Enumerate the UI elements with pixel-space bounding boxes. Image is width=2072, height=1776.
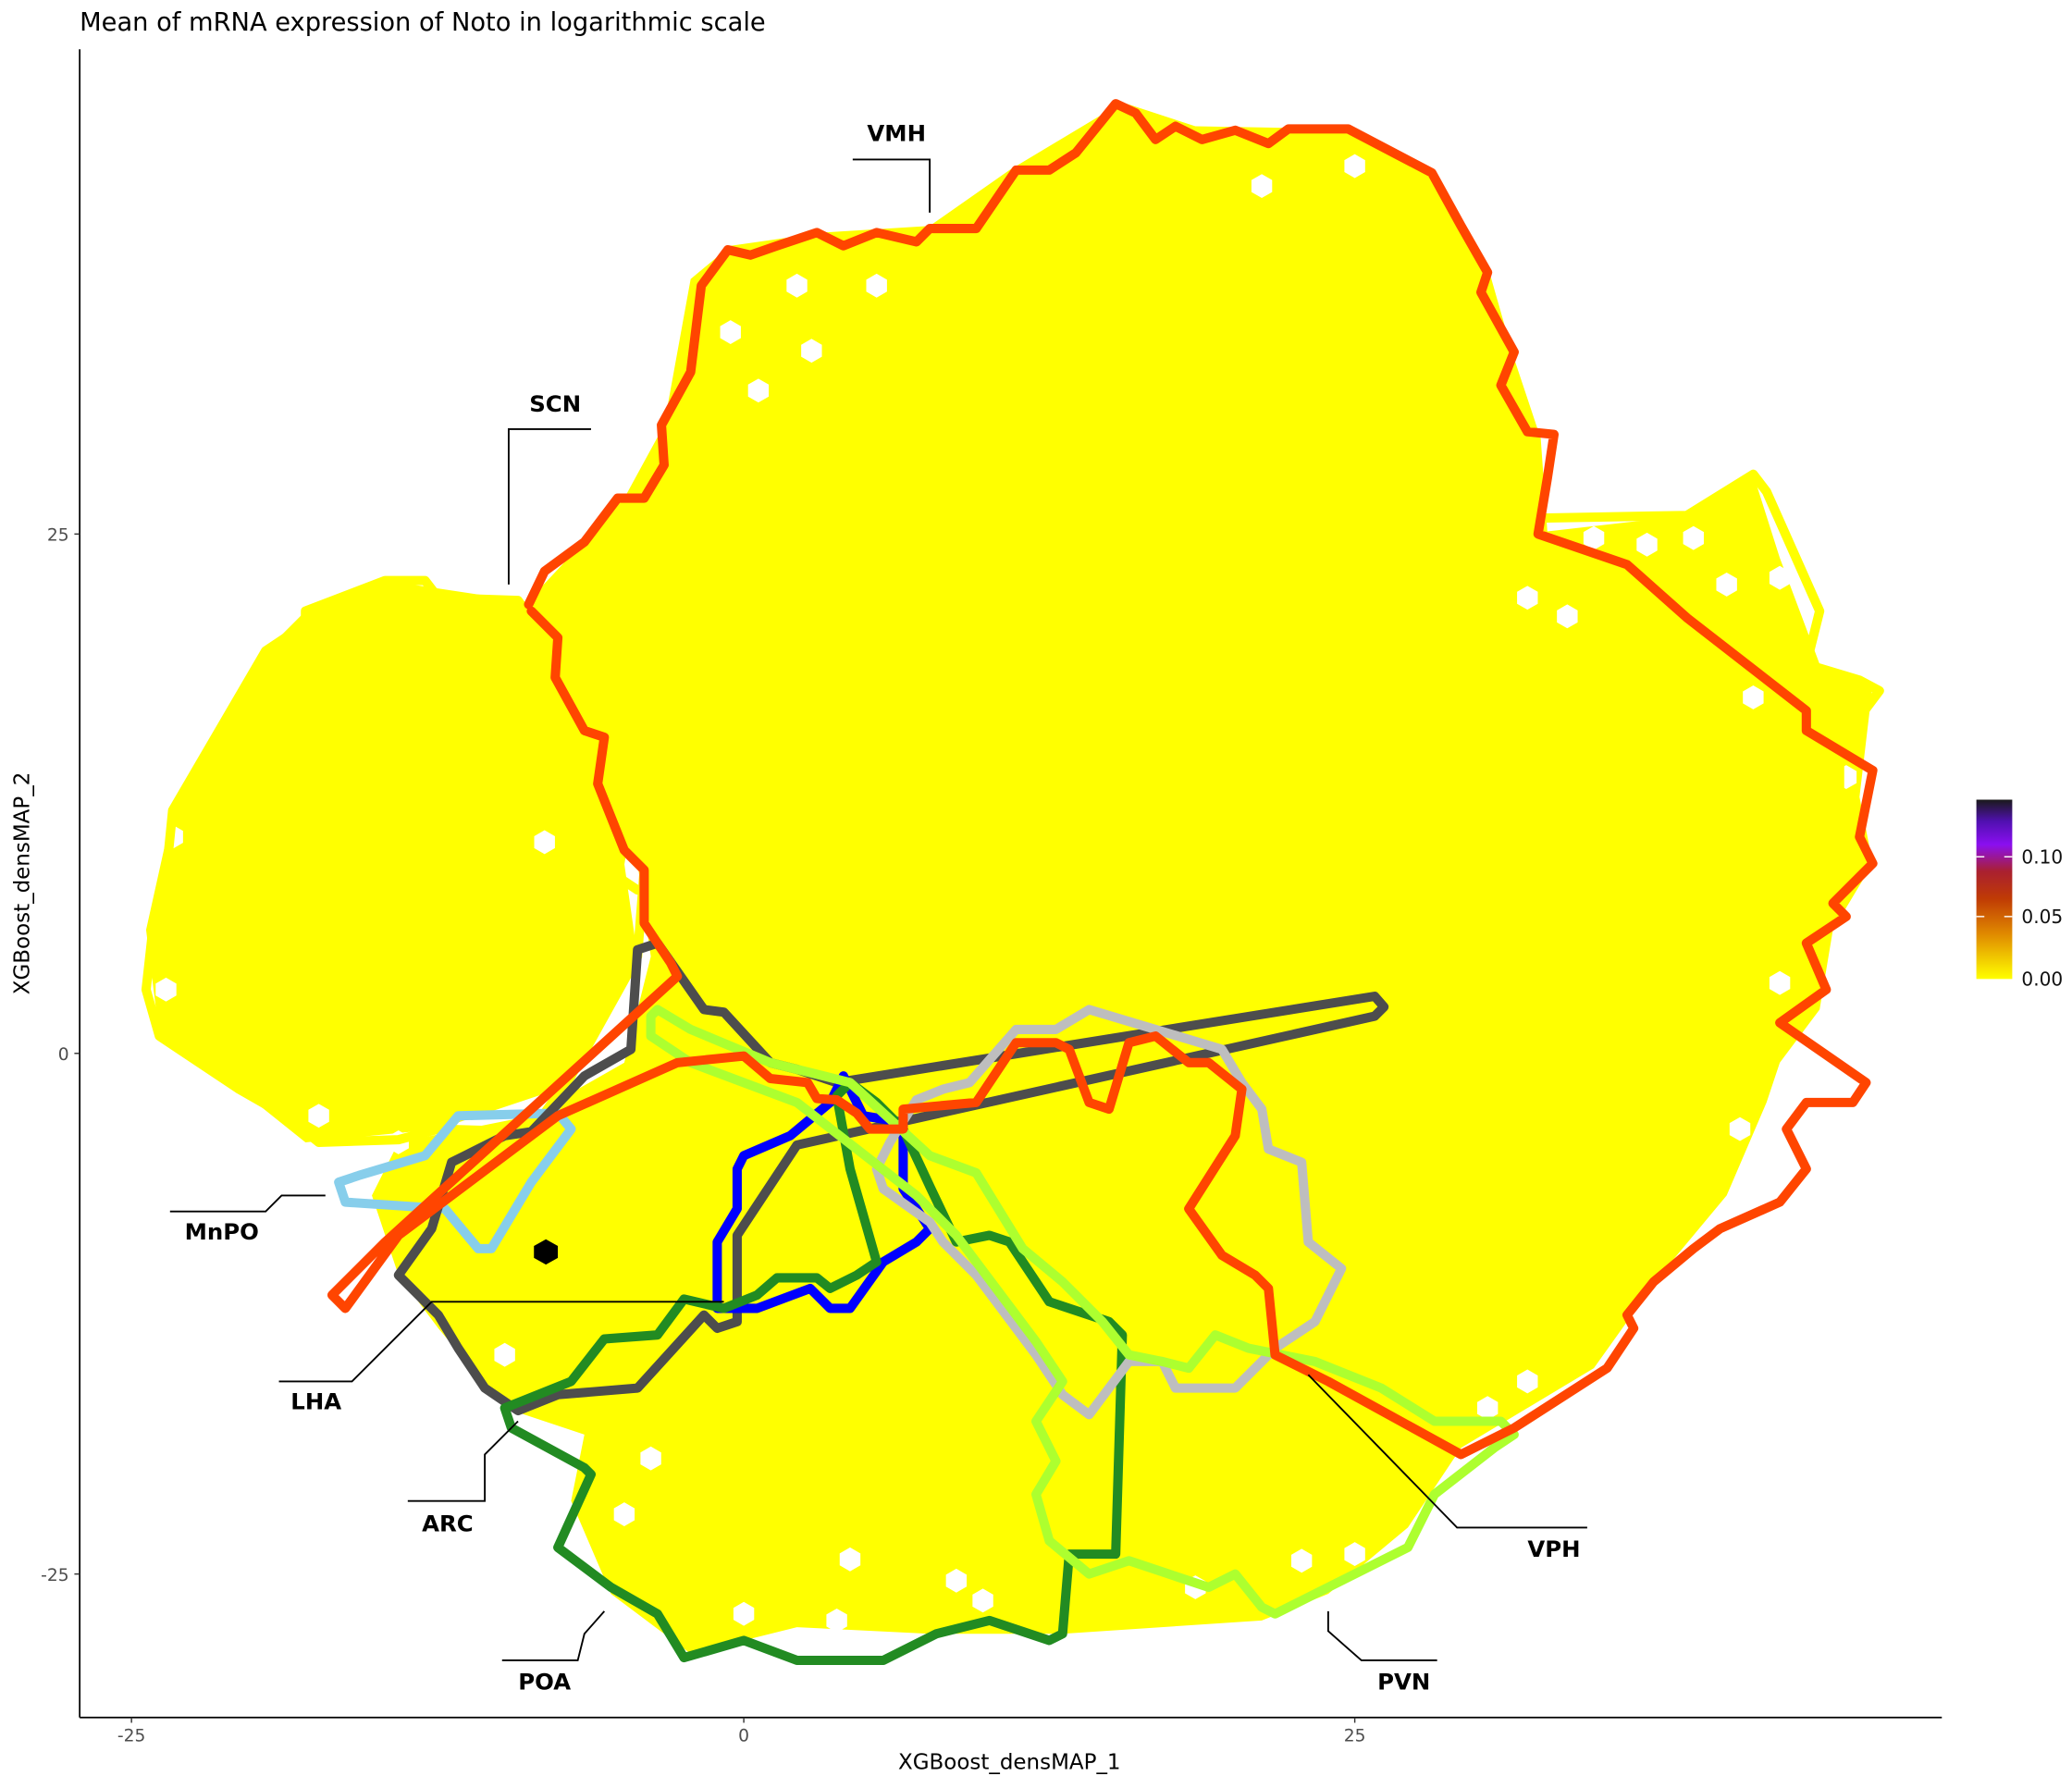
colorbar-label: 0.05: [2021, 906, 2063, 928]
empty-hex-cell: [747, 378, 770, 403]
empty-hex-cell: [839, 1547, 861, 1572]
high-expression-hex: [534, 1239, 559, 1265]
empty-hex-cell: [1716, 572, 1737, 597]
empty-hex-cell: [972, 1588, 993, 1613]
colorbar: [1976, 799, 2013, 980]
colorbar-label: 0.00: [2021, 968, 2063, 991]
empty-hex-cell: [1583, 525, 1605, 550]
region-label-poa: POA: [518, 1669, 571, 1696]
empty-hex-cell: [494, 1342, 515, 1367]
hexbin-fill: [145, 102, 1873, 1654]
region-label-scn: SCN: [529, 390, 581, 417]
empty-hex-cell: [1729, 1116, 1751, 1141]
empty-hex-cell: [826, 1608, 847, 1633]
region-label-arc: ARC: [422, 1511, 474, 1537]
x-axis-label: XGBoost_densMAP_1: [898, 1751, 1121, 1775]
empty-hex-cell: [308, 1104, 329, 1128]
empty-hex-cell: [866, 273, 887, 298]
y-tick-label: 0: [58, 1045, 69, 1065]
y-axis-label: XGBoost_densMAP_2: [11, 772, 35, 995]
region-label-lha: LHA: [290, 1388, 341, 1415]
empty-hex-cell: [1557, 604, 1578, 629]
empty-hex-cell: [155, 977, 177, 1002]
leader-line-pvn: [1326, 1610, 1437, 1661]
leader-line-mnpo: [169, 1194, 326, 1213]
empty-hex-cell: [1517, 586, 1538, 610]
region-outline-mnpo: [334, 1108, 576, 1253]
colorbar-label: 0.10: [2021, 845, 2063, 868]
empty-hex-cell: [945, 1568, 968, 1593]
empty-hex-cell: [1636, 532, 1658, 557]
region-outline-poa: [500, 1078, 1128, 1665]
region-outline-pvn: [646, 1005, 1519, 1619]
region-outline-vmh: [327, 99, 1878, 1460]
region-outline-vph: [871, 1005, 1347, 1420]
y-tick-label: 25: [47, 526, 69, 546]
x-tick-label: -25: [117, 1727, 145, 1746]
empty-hex-cell: [1344, 154, 1365, 179]
empty-hex-cell: [1795, 1077, 1818, 1102]
empty-hex-cell: [1769, 565, 1791, 590]
label-leader-lines: [169, 158, 1587, 1661]
leader-line-poa: [501, 1610, 606, 1661]
x-tick-label: 0: [738, 1727, 749, 1746]
y-tick-label: -25: [41, 1566, 68, 1585]
empty-hex-cell: [640, 1446, 661, 1471]
empty-hex-cell: [786, 273, 808, 298]
leader-line-scn: [508, 427, 591, 585]
empty-hex-cell: [1344, 1542, 1365, 1567]
leader-line-lha: [278, 1301, 724, 1383]
empty-hex-cell: [1769, 970, 1791, 995]
region-outline-scn: [1536, 469, 1884, 835]
empty-hex-cell: [1683, 525, 1704, 550]
region-label-pvn: PVN: [1377, 1669, 1430, 1696]
empty-hex-cell: [801, 339, 822, 364]
x-tick-label: 25: [1344, 1727, 1366, 1746]
empty-hex-cell: [1517, 1369, 1538, 1394]
empty-hex-cell: [613, 1502, 635, 1526]
hexbin-area: [145, 580, 638, 1142]
empty-hex-cell: [1743, 685, 1764, 709]
leader-line-arc: [407, 1420, 519, 1502]
empty-hex-cell: [720, 320, 741, 344]
hexbin-area: [372, 102, 1873, 1654]
empty-hex-cell: [1251, 174, 1273, 199]
empty-hex-cell: [733, 1601, 755, 1626]
y-ticks: 25 0 -25: [41, 526, 80, 1585]
leader-line-vph: [1307, 1374, 1587, 1529]
x-ticks: -25 0 25: [117, 1717, 1366, 1746]
region-label-vmh: VMH: [867, 119, 926, 146]
region-outlines: [141, 99, 1884, 1665]
chart-title: Mean of mRNA expression of Noto in logar…: [80, 8, 766, 37]
colorbar-ticks: [1976, 856, 2013, 918]
region-label-vph: VPH: [1527, 1536, 1580, 1562]
leader-line-vmh: [852, 158, 931, 213]
empty-hex-cell: [1290, 1548, 1313, 1573]
empty-hex-cell: [534, 830, 555, 855]
region-label-mnpo: MnPO: [185, 1218, 259, 1245]
empty-hex-cell: [1477, 1396, 1498, 1421]
